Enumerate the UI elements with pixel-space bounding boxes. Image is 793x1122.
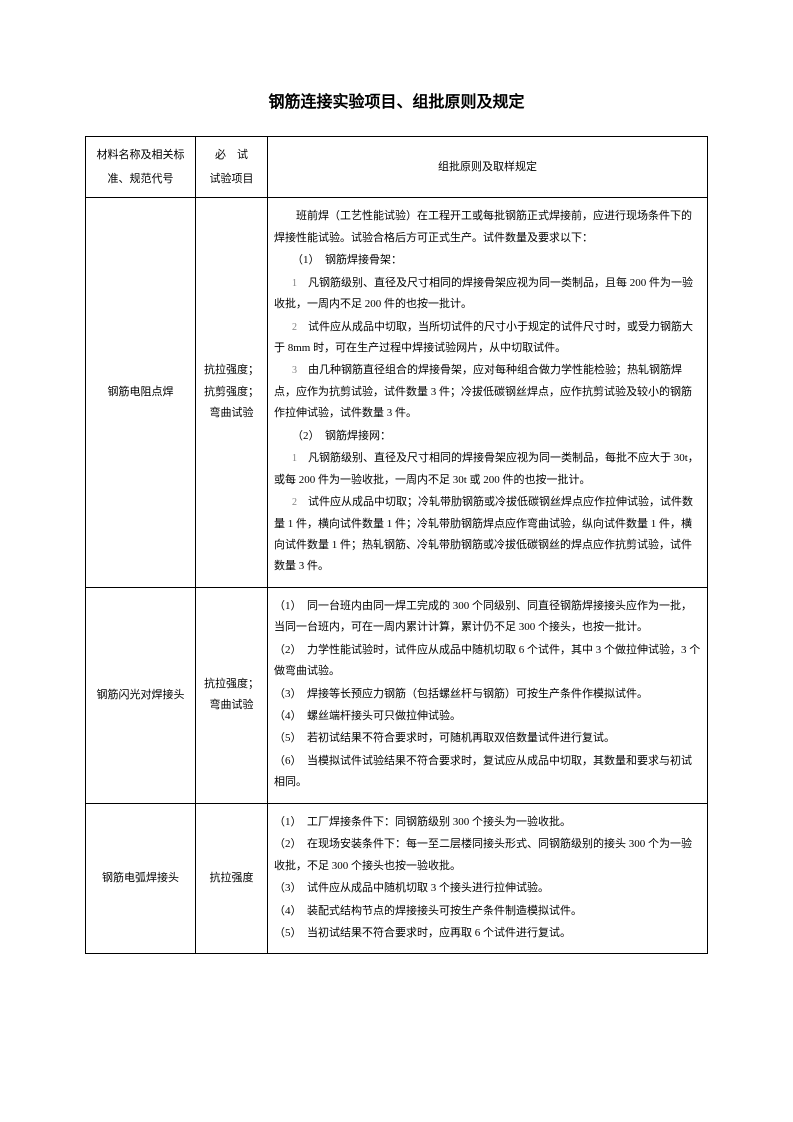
rules-item: （4） 装配式结构节点的焊接接头可按生产条件制造模拟试件。 — [274, 901, 701, 922]
row1-test: 抗拉强度；抗剪强度；弯曲试验 — [196, 198, 268, 587]
rules-item: （3） 试件应从成品中随机切取 3 个接头进行拉伸试验。 — [274, 878, 701, 899]
main-table: 材料名称及相关标准、规范代号 必 试试验项目 组批原则及取样规定 钢筋电阻点焊 … — [85, 136, 708, 954]
rules-item: 1 凡钢筋级别、直径及尺寸相同的焊接骨架应视为同一类制品，且每 200 件为一验… — [274, 273, 701, 316]
rules-item: （2） 力学性能试验时，试件应从成品中随机切取 6 个试件，其中 3 个做拉伸试… — [274, 640, 701, 683]
row2-name: 钢筋闪光对焊接头 — [86, 587, 196, 803]
rules-item: 2 试件应从成品中切取；冷轧带肋钢筋或冷拔低碳钢丝焊点应作拉伸试验，试件数量 1… — [274, 492, 701, 578]
rules-item: （3） 焊接等长预应力钢筋（包括螺丝杆与钢筋）可按生产条件作模拟试件。 — [274, 684, 701, 705]
item-number: 2 — [292, 322, 297, 333]
table-row: 钢筋闪光对焊接头 抗拉强度；弯曲试验 （1） 同一台班内由同一焊工完成的 300… — [86, 587, 708, 803]
row1-name: 钢筋电阻点焊 — [86, 198, 196, 587]
row3-test: 抗拉强度 — [196, 803, 268, 954]
row2-rules: （1） 同一台班内由同一焊工完成的 300 个同级别、同直径钢筋焊接接头应作为一… — [268, 587, 708, 803]
item-number: 3 — [292, 365, 297, 376]
rules-item: 3 由几种钢筋直径组合的焊接骨架，应对每种组合做力学性能检验；热轧钢筋焊点，应作… — [274, 360, 701, 424]
row3-name: 钢筋电弧焊接头 — [86, 803, 196, 954]
row1-rules: 班前焊（工艺性能试验）在工程开工或每批钢筋正式焊接前，应进行现场条件下的焊接性能… — [268, 198, 708, 587]
item-number: 1 — [292, 278, 297, 289]
row2-test: 抗拉强度；弯曲试验 — [196, 587, 268, 803]
rules-item: （5） 若初试结果不符合要求时，可随机再取双倍数量试件进行复试。 — [274, 728, 701, 749]
rules-item: （5） 当初试结果不符合要求时，应再取 6 个试件进行复试。 — [274, 923, 701, 944]
rules-item: （6） 当模拟试件试验结果不符合要求时，复试应从成品中切取，其数量和要求与初试相… — [274, 751, 701, 794]
table-row: 钢筋电弧焊接头 抗拉强度 （1） 工厂焊接条件下：同钢筋级别 300 个接头为一… — [86, 803, 708, 954]
section-label: （2） 钢筋焊接网： — [274, 426, 701, 447]
item-number: 1 — [292, 453, 297, 464]
page-title: 钢筋连接实验项目、组批原则及规定 — [85, 88, 708, 112]
header-col1: 材料名称及相关标准、规范代号 — [86, 137, 196, 198]
table-row: 钢筋电阻点焊 抗拉强度；抗剪强度；弯曲试验 班前焊（工艺性能试验）在工程开工或每… — [86, 198, 708, 587]
rules-item: 1 凡钢筋级别、直径及尺寸相同的焊接骨架应视为同一类制品，每批不应大于 30t，… — [274, 448, 701, 491]
item-number: 2 — [292, 497, 297, 508]
rules-item: （2） 在现场安装条件下：每一至二层楼同接头形式、同钢筋级别的接头 300 个为… — [274, 834, 701, 877]
rules-item: （1） 同一台班内由同一焊工完成的 300 个同级别、同直径钢筋焊接接头应作为一… — [274, 596, 701, 639]
table-header-row: 材料名称及相关标准、规范代号 必 试试验项目 组批原则及取样规定 — [86, 137, 708, 198]
header-col2: 必 试试验项目 — [196, 137, 268, 198]
header-col3: 组批原则及取样规定 — [268, 137, 708, 198]
rules-item: （4） 螺丝端杆接头可只做拉伸试验。 — [274, 706, 701, 727]
rules-item: （1） 工厂焊接条件下：同钢筋级别 300 个接头为一验收批。 — [274, 812, 701, 833]
rules-item: 2 试件应从成品中切取，当所切试件的尺寸小于规定的试件尺寸时，或受力钢筋大于 8… — [274, 317, 701, 360]
row3-rules: （1） 工厂焊接条件下：同钢筋级别 300 个接头为一验收批。 （2） 在现场安… — [268, 803, 708, 954]
section-label: （1） 钢筋焊接骨架： — [274, 250, 701, 271]
rules-intro: 班前焊（工艺性能试验）在工程开工或每批钢筋正式焊接前，应进行现场条件下的焊接性能… — [274, 206, 701, 249]
